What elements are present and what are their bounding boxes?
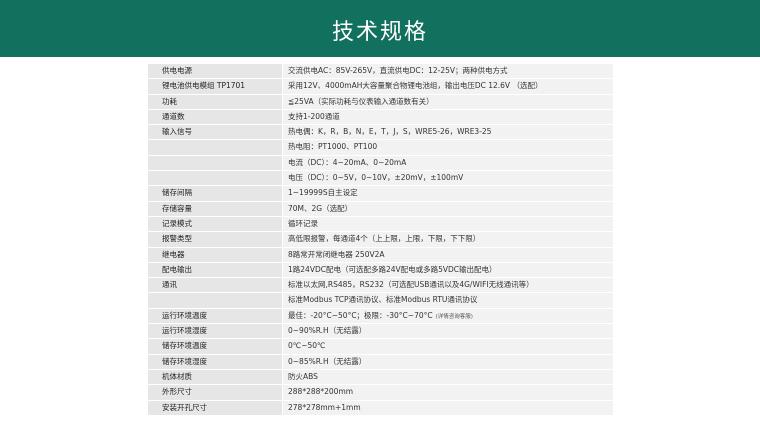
table-row: 继电器 8路常开常闭继电器 250V2A bbox=[148, 247, 613, 263]
row-value: 防火ABS bbox=[283, 369, 613, 385]
row-value: 支持1-200通道 bbox=[283, 109, 613, 125]
table-row: 运行环境温度 最佳：-20°C~50°C；极限：-30°C~70°C (详情咨询客服… bbox=[148, 308, 613, 325]
value-text: 循环记录 bbox=[288, 218, 318, 228]
row-value: 循环记录 bbox=[283, 216, 613, 232]
table-row: 运行环境湿度 0~90%R.H（无结露） bbox=[148, 324, 613, 340]
row-value: 标准Modbus TCP通讯协议、标准Modbus RTU通讯协议 bbox=[283, 293, 613, 308]
value-text: 热电阻：PT1000、PT100 bbox=[288, 142, 378, 152]
row-label: 储存环境温度 bbox=[148, 339, 283, 354]
value-text: 支持1-200通道 bbox=[288, 111, 340, 121]
row-value: 0℃~50℃ bbox=[283, 339, 613, 354]
value-text: 防火ABS bbox=[288, 371, 318, 381]
table-row: 存储容量 70M、2G（选配） bbox=[148, 201, 613, 217]
header-title: 技术规格 bbox=[0, 0, 760, 57]
row-label: 输入信号 bbox=[148, 125, 283, 140]
row-value: 电流（DC）：4~20mA、0~20mA bbox=[283, 155, 613, 171]
row-value: 0~90%R.H（无结露） bbox=[283, 324, 613, 339]
table-row: 储存环境湿度 0~85%R.H（无结露） bbox=[148, 354, 613, 370]
row-label: 供电电源 bbox=[148, 64, 283, 79]
row-label: 通讯 bbox=[148, 278, 283, 293]
row-label: 机体材质 bbox=[148, 369, 283, 385]
table-row: 安装开孔尺寸 278*278mm+1mm bbox=[148, 400, 613, 416]
value-text: 278*278mm+1mm bbox=[288, 402, 361, 412]
value-text: 采用12V、4000mAH大容量聚合物锂电池组，输出电压DC 12.6V （选配… bbox=[288, 81, 543, 91]
value-text: 70M、2G（选配） bbox=[288, 203, 353, 213]
row-value: 278*278mm+1mm bbox=[283, 400, 613, 415]
table-row: 锂电池供电模组 TP1701 采用12V、4000mAH大容量聚合物锂电池组，输出… bbox=[148, 79, 613, 95]
row-value: 288*288*200mm bbox=[283, 385, 613, 400]
table-row: 通道数 支持1-200通道 bbox=[148, 109, 613, 126]
table-row: 报警类型 高低限报警，每通道4个（上上限，上限，下限，下下限） bbox=[148, 232, 613, 248]
value-text: 高低限报警，每通道4个（上上限，上限，下限，下下限） bbox=[288, 234, 481, 244]
row-value: 0~85%R.H（无结露） bbox=[283, 354, 613, 369]
table-row: 热电阻：PT1000、PT100 bbox=[148, 140, 613, 156]
value-text: 标准以太网,RS485，RS232（可选配USB通讯以及4G/WIFI无线通讯等… bbox=[288, 280, 534, 290]
row-label: 安装开孔尺寸 bbox=[148, 400, 283, 415]
row-label: 配电输出 bbox=[148, 262, 283, 278]
row-label bbox=[148, 293, 283, 308]
value-text: 0~90%R.H（无结露） bbox=[288, 326, 367, 336]
value-text: ≦25VA（实际功耗与仪表输入通道数有关） bbox=[288, 96, 434, 106]
table-row: 输入信号 热电偶：K，R，B，N，E，T，J，S，WRE5-26，WRE3-25 bbox=[148, 125, 613, 141]
table-row: 供电电源 交流供电AC：85V-265V，直流供电DC：12-25V；两种供电方式 bbox=[148, 64, 613, 80]
row-label: 继电器 bbox=[148, 247, 283, 262]
value-text: 8路常开常闭继电器 250V2A bbox=[288, 249, 385, 259]
row-label: 外形尺寸 bbox=[148, 385, 283, 400]
row-value: 8路常开常闭继电器 250V2A bbox=[283, 247, 613, 262]
row-value: 最佳：-20°C~50°C；极限：-30°C~70°C (详情咨询客服) bbox=[283, 308, 613, 324]
row-label: 记录模式 bbox=[148, 216, 283, 232]
row-value: 电压（DC）：0~5V，0~10V，±20mV，±100mV bbox=[283, 171, 613, 186]
row-label: 存储容量 bbox=[148, 201, 283, 216]
row-value: 交流供电AC：85V-265V，直流供电DC：12-25V；两种供电方式 bbox=[283, 64, 613, 79]
value-text: 最佳：-20°C~50°C；极限：-30°C~70°C bbox=[288, 310, 433, 320]
table-row: 外形尺寸 288*288*200mm bbox=[148, 385, 613, 401]
row-label: 运行环境温度 bbox=[148, 308, 283, 324]
value-text: 电流（DC）：4~20mA、0~20mA bbox=[288, 157, 407, 167]
value-text: 288*288*200mm bbox=[288, 387, 354, 397]
row-label: 功耗 bbox=[148, 94, 283, 109]
row-label: 报警类型 bbox=[148, 232, 283, 247]
row-value: 热电偶：K，R，B，N，E，T，J，S，WRE5-26，WRE3-25 bbox=[283, 125, 613, 140]
value-text: 标准Modbus TCP通讯协议、标准Modbus RTU通讯协议 bbox=[288, 295, 478, 305]
row-label: 储存间隔 bbox=[148, 186, 283, 201]
row-value: 1路24VDC配电（可选配多路24V配电或多路5VDC输出配电） bbox=[283, 262, 613, 278]
table-row: 储存环境温度 0℃~50℃ bbox=[148, 339, 613, 355]
value-note: (详情咨询客服) bbox=[435, 313, 473, 320]
table-row: 配电输出 1路24VDC配电（可选配多路24V配电或多路5VDC输出配电） bbox=[148, 262, 613, 279]
table-row: 标准Modbus TCP通讯协议、标准Modbus RTU通讯协议 bbox=[148, 293, 613, 309]
row-value: 高低限报警，每通道4个（上上限，上限，下限，下下限） bbox=[283, 232, 613, 247]
row-label: 运行环境湿度 bbox=[148, 324, 283, 339]
row-value: 采用12V、4000mAH大容量聚合物锂电池组，输出电压DC 12.6V （选配… bbox=[283, 79, 613, 94]
value-text: 交流供电AC：85V-265V，直流供电DC：12-25V；两种供电方式 bbox=[288, 66, 508, 75]
spec-table: 供电电源 交流供电AC：85V-265V，直流供电DC：12-25V；两种供电方式… bbox=[148, 64, 613, 416]
table-row: 机体材质 防火ABS bbox=[148, 369, 613, 386]
table-row: 功耗 ≦25VA（实际功耗与仪表输入通道数有关） bbox=[148, 94, 613, 110]
table-row: 记录模式 循环记录 bbox=[148, 216, 613, 233]
value-text: 1~19999S自主设定 bbox=[288, 188, 358, 198]
row-label: 储存环境湿度 bbox=[148, 354, 283, 369]
table-row: 通讯 标准以太网,RS485，RS232（可选配USB通讯以及4G/WIFI无线通… bbox=[148, 278, 613, 294]
value-text: 0~85%R.H（无结露） bbox=[288, 356, 367, 366]
table-row: 储存间隔 1~19999S自主设定 bbox=[148, 186, 613, 202]
row-label: 锂电池供电模组 TP1701 bbox=[148, 79, 283, 94]
row-value: 标准以太网,RS485，RS232（可选配USB通讯以及4G/WIFI无线通讯等… bbox=[283, 278, 613, 293]
row-value: 热电阻：PT1000、PT100 bbox=[283, 140, 613, 155]
value-text: 1路24VDC配电（可选配多路24V配电或多路5VDC输出配电） bbox=[288, 264, 497, 274]
table-row: 电压（DC）：0~5V，0~10V，±20mV，±100mV bbox=[148, 171, 613, 187]
value-text: 热电偶：K，R，B，N，E，T，J，S，WRE5-26，WRE3-25 bbox=[288, 127, 492, 137]
row-label bbox=[148, 171, 283, 186]
row-label bbox=[148, 140, 283, 155]
table-row: 电流（DC）：4~20mA、0~20mA bbox=[148, 155, 613, 172]
value-text: 电压（DC）：0~5V，0~10V，±20mV，±100mV bbox=[288, 173, 464, 183]
row-value: 1~19999S自主设定 bbox=[283, 186, 613, 201]
row-label: 通道数 bbox=[148, 109, 283, 125]
row-value: ≦25VA（实际功耗与仪表输入通道数有关） bbox=[283, 94, 613, 109]
row-value: 70M、2G（选配） bbox=[283, 201, 613, 216]
value-text: 0℃~50℃ bbox=[288, 341, 326, 351]
row-label bbox=[148, 155, 283, 171]
